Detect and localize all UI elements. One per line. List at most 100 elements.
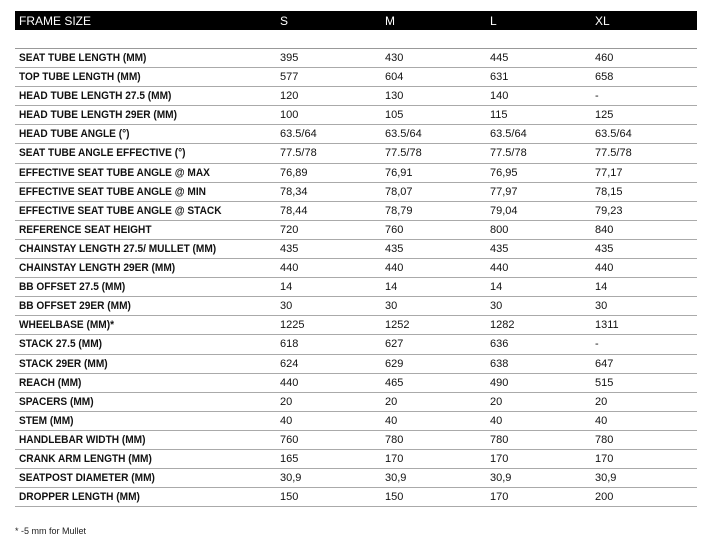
cell-value: 20 bbox=[280, 395, 293, 408]
table-row: BB OFFSET 29ER (MM) 30 30 30 30 bbox=[15, 297, 697, 317]
cell-value: 77,17 bbox=[595, 166, 623, 179]
cell-value: 78,15 bbox=[595, 185, 623, 198]
cell-value: 63.5/64 bbox=[490, 128, 527, 141]
table-row: REACH (MM) 440 465 490 515 bbox=[15, 374, 697, 393]
cell-value: 30 bbox=[490, 300, 503, 313]
row-label: EFFECTIVE SEAT TUBE ANGLE @ MAX bbox=[19, 166, 210, 179]
cell-value: 780 bbox=[490, 433, 509, 446]
cell-value: 430 bbox=[385, 52, 404, 64]
row-label: STEM (MM) bbox=[19, 414, 74, 427]
row-label: CRANK ARM LENGTH (MM) bbox=[19, 452, 152, 465]
cell-value: 627 bbox=[385, 338, 404, 351]
cell-value: 40 bbox=[280, 414, 293, 427]
row-label: SEAT TUBE LENGTH (MM) bbox=[19, 52, 147, 64]
cell-value: 78,34 bbox=[280, 185, 308, 198]
cell-value: 77,97 bbox=[490, 185, 518, 198]
cell-value: 76,91 bbox=[385, 166, 413, 179]
table-row: TOP TUBE LENGTH (MM) 577 604 631 658 bbox=[15, 68, 697, 88]
cell-value: 14 bbox=[595, 281, 608, 294]
cell-value: 105 bbox=[385, 109, 404, 122]
cell-value: 63.5/64 bbox=[280, 128, 317, 141]
cell-value: 78,79 bbox=[385, 204, 413, 217]
cell-value: 200 bbox=[595, 491, 614, 504]
cell-value: 20 bbox=[490, 395, 503, 408]
cell-value: - bbox=[595, 90, 599, 103]
table-row: EFFECTIVE SEAT TUBE ANGLE @ STACK 78,44 78… bbox=[15, 202, 697, 221]
cell-value: 30 bbox=[595, 300, 608, 313]
cell-value: 63.5/64 bbox=[595, 128, 632, 141]
cell-value: 490 bbox=[490, 376, 509, 389]
cell-value: 840 bbox=[595, 223, 614, 236]
header-size-l: L bbox=[490, 14, 497, 28]
header-size-m: M bbox=[385, 14, 395, 28]
cell-value: 40 bbox=[490, 414, 503, 427]
row-label: WHEELBASE (MM)* bbox=[19, 319, 115, 332]
cell-value: 618 bbox=[280, 338, 299, 351]
header-size-s: S bbox=[280, 14, 289, 28]
table-row: REFERENCE SEAT HEIGHT 720 760 800 840 bbox=[15, 221, 697, 240]
cell-value: 30 bbox=[280, 300, 293, 313]
cell-value: 440 bbox=[280, 376, 299, 389]
cell-value: 460 bbox=[595, 52, 614, 64]
row-label: HEAD TUBE ANGLE (°) bbox=[19, 128, 130, 141]
cell-value: 120 bbox=[280, 90, 299, 103]
cell-value: 465 bbox=[385, 376, 404, 389]
table-row: DROPPER LENGTH (MM) 150 150 170 200 bbox=[15, 488, 697, 508]
cell-value: 515 bbox=[595, 376, 614, 389]
header-size-xl: XL bbox=[595, 14, 610, 28]
cell-value: 100 bbox=[280, 109, 299, 122]
cell-value: 720 bbox=[280, 223, 299, 236]
cell-value: 440 bbox=[280, 262, 299, 275]
table-row: CRANK ARM LENGTH (MM) 165 170 170 170 bbox=[15, 450, 697, 470]
row-label: HEAD TUBE LENGTH 27.5 (MM) bbox=[19, 90, 172, 103]
cell-value: 140 bbox=[490, 90, 509, 103]
table-row: HEAD TUBE ANGLE (°) 63.5/64 63.5/64 63.5/64… bbox=[15, 125, 697, 145]
cell-value: 14 bbox=[490, 281, 503, 294]
cell-value: 77.5/78 bbox=[490, 147, 527, 160]
cell-value: 638 bbox=[490, 357, 509, 370]
cell-value: 170 bbox=[490, 491, 509, 504]
row-label: REACH (MM) bbox=[19, 376, 82, 389]
table-row: HANDLEBAR WIDTH (MM) 760 780 780 780 bbox=[15, 431, 697, 450]
cell-value: 1225 bbox=[280, 319, 305, 332]
table-row: STACK 29ER (MM) 624 629 638 647 bbox=[15, 355, 697, 374]
header-frame-size: FRAME SIZE bbox=[19, 14, 92, 28]
cell-value: 30,9 bbox=[280, 472, 302, 485]
cell-value: 79,23 bbox=[595, 204, 623, 217]
cell-value: 77.5/78 bbox=[595, 147, 632, 160]
cell-value: 435 bbox=[280, 242, 299, 255]
cell-value: 40 bbox=[595, 414, 608, 427]
cell-value: 30 bbox=[385, 300, 398, 313]
row-label: SEAT TUBE ANGLE EFFECTIVE (°) bbox=[19, 147, 186, 160]
cell-value: 30,9 bbox=[385, 472, 407, 485]
row-label: BB OFFSET 27.5 (MM) bbox=[19, 281, 126, 294]
table-header: FRAME SIZE S M L XL bbox=[15, 11, 697, 30]
cell-value: 165 bbox=[280, 452, 299, 465]
cell-value: 780 bbox=[595, 433, 614, 446]
cell-value: 440 bbox=[490, 262, 509, 275]
cell-value: 77.5/78 bbox=[280, 147, 317, 160]
table-row: SEAT TUBE LENGTH (MM) 395 430 445 460 bbox=[15, 49, 697, 69]
table-row: HEAD TUBE LENGTH 27.5 (MM) 120 130 140 - bbox=[15, 87, 697, 107]
cell-value: 1282 bbox=[490, 319, 515, 332]
cell-value: 76,95 bbox=[490, 166, 518, 179]
table-row: STACK 27.5 (MM) 618 627 636 - bbox=[15, 335, 697, 355]
cell-value: 78,44 bbox=[280, 204, 308, 217]
row-label: HANDLEBAR WIDTH (MM) bbox=[19, 433, 146, 446]
cell-value: - bbox=[595, 338, 599, 351]
row-label: STACK 27.5 (MM) bbox=[19, 338, 103, 351]
cell-value: 14 bbox=[385, 281, 398, 294]
row-label: BB OFFSET 29ER (MM) bbox=[19, 300, 131, 313]
cell-value: 150 bbox=[385, 491, 404, 504]
row-label: TOP TUBE LENGTH (MM) bbox=[19, 71, 141, 84]
row-label: SPACERS (MM) bbox=[19, 395, 94, 408]
cell-value: 435 bbox=[490, 242, 509, 255]
cell-value: 14 bbox=[280, 281, 293, 294]
cell-value: 780 bbox=[385, 433, 404, 446]
row-label: EFFECTIVE SEAT TUBE ANGLE @ STACK bbox=[19, 204, 222, 217]
row-label: DROPPER LENGTH (MM) bbox=[19, 491, 140, 504]
cell-value: 435 bbox=[595, 242, 614, 255]
cell-value: 760 bbox=[385, 223, 404, 236]
cell-value: 440 bbox=[595, 262, 614, 275]
cell-value: 76,89 bbox=[280, 166, 308, 179]
